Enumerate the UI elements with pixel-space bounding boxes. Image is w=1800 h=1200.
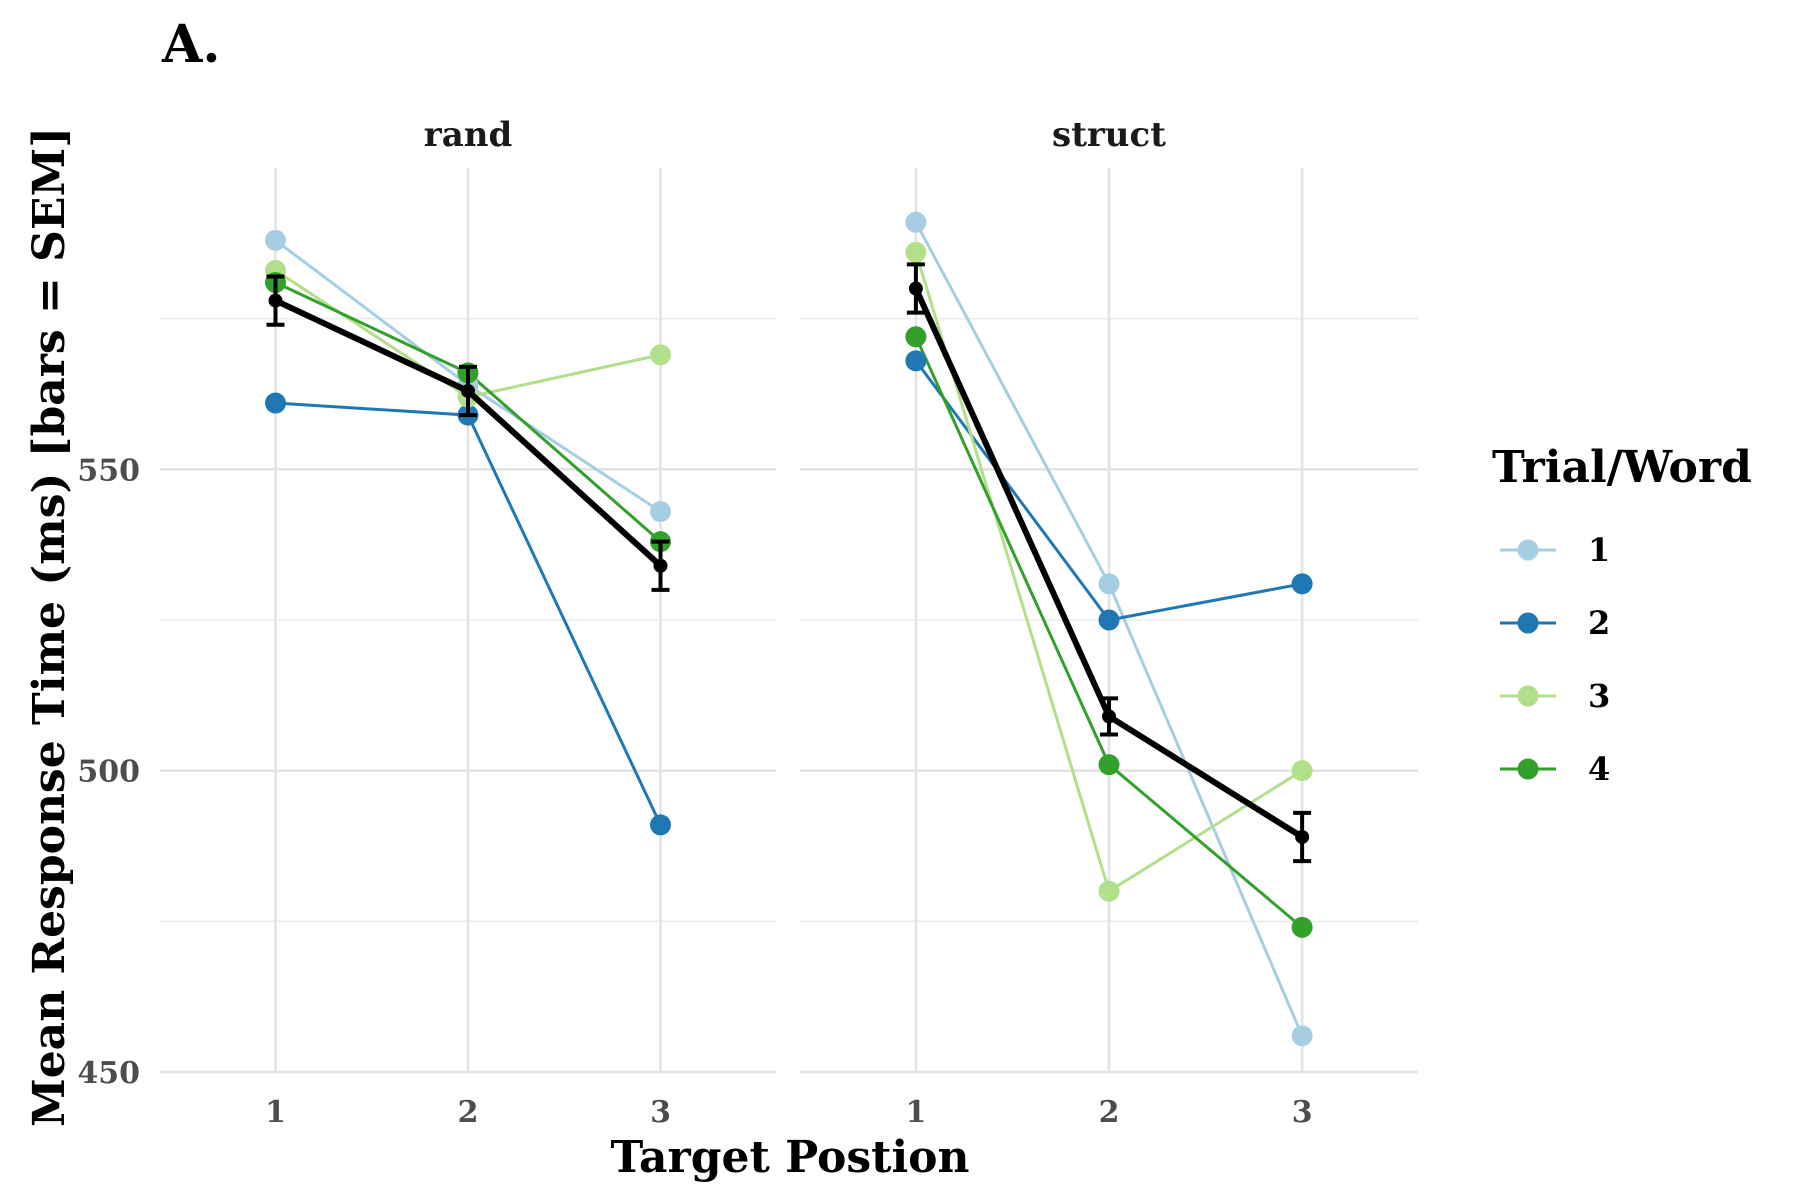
mean-point (461, 383, 475, 398)
data-point-series-1 (265, 229, 286, 251)
x-tick-label: 1 (905, 1095, 926, 1130)
data-point-series-1 (905, 211, 927, 233)
legend: Trial/Word 1 2 3 4 (1492, 442, 1752, 788)
data-point-series-2 (1098, 609, 1120, 631)
y-axis-title: Mean Response Time (ms) [bars = SEM] (24, 127, 75, 1127)
data-point-series-4 (1098, 754, 1120, 776)
data-point-series-2 (265, 392, 286, 414)
mean-point (908, 281, 923, 296)
legend-label: 3 (1588, 677, 1610, 715)
legend-entry-3: 3 (1500, 677, 1610, 715)
data-point-series-2 (1291, 573, 1313, 595)
data-point-series-3 (650, 344, 671, 366)
legend-entry-4: 4 (1500, 750, 1610, 788)
legend-label: 4 (1588, 750, 1610, 788)
data-point-series-3 (1098, 880, 1120, 902)
mean-point (268, 293, 283, 308)
y-tick-label: 450 (77, 1056, 140, 1091)
data-point-series-4 (1291, 916, 1313, 938)
x-tick-label: 2 (458, 1095, 479, 1130)
mean-point (1102, 709, 1116, 724)
y-tick-label: 500 (77, 755, 140, 790)
data-point-series-2 (650, 814, 671, 836)
data-point-series-1 (1291, 1025, 1313, 1047)
data-point-series-1 (650, 501, 671, 523)
data-point-series-3 (1291, 760, 1313, 782)
plot-area: rand 1 2 3 struct 1 2 3 450 500 550 (77, 115, 1418, 1130)
data-point-series-1 (1098, 573, 1120, 595)
legend-entry-2: 2 (1500, 604, 1610, 642)
data-point-series-3 (905, 241, 927, 263)
legend-key-point (1517, 758, 1539, 780)
facet-panel-struct: struct 1 2 3 (800, 115, 1418, 1130)
x-tick-label: 3 (650, 1095, 671, 1130)
mean-point (653, 558, 668, 573)
facet-label-struct: struct (1052, 115, 1166, 155)
x-tick-label: 2 (1099, 1095, 1120, 1130)
x-axis-title: Target Postion (610, 1132, 969, 1183)
legend-key-point (1517, 685, 1539, 707)
facet-panel-rand: rand 1 2 3 (160, 115, 776, 1130)
data-point-series-4 (905, 326, 927, 348)
x-tick-label: 1 (265, 1095, 286, 1130)
y-tick-label: 550 (77, 453, 140, 488)
legend-label: 2 (1588, 604, 1610, 642)
legend-entry-1: 1 (1500, 531, 1610, 569)
x-tick-label: 3 (1292, 1095, 1313, 1130)
data-point-series-2 (905, 350, 927, 372)
legend-key-point (1517, 612, 1539, 634)
panel-label: A. (161, 14, 220, 75)
legend-title: Trial/Word (1492, 442, 1752, 493)
legend-label: 1 (1588, 531, 1610, 569)
facet-label-rand: rand (424, 115, 512, 155)
mean-point (1295, 829, 1310, 844)
legend-key-point (1517, 539, 1539, 561)
